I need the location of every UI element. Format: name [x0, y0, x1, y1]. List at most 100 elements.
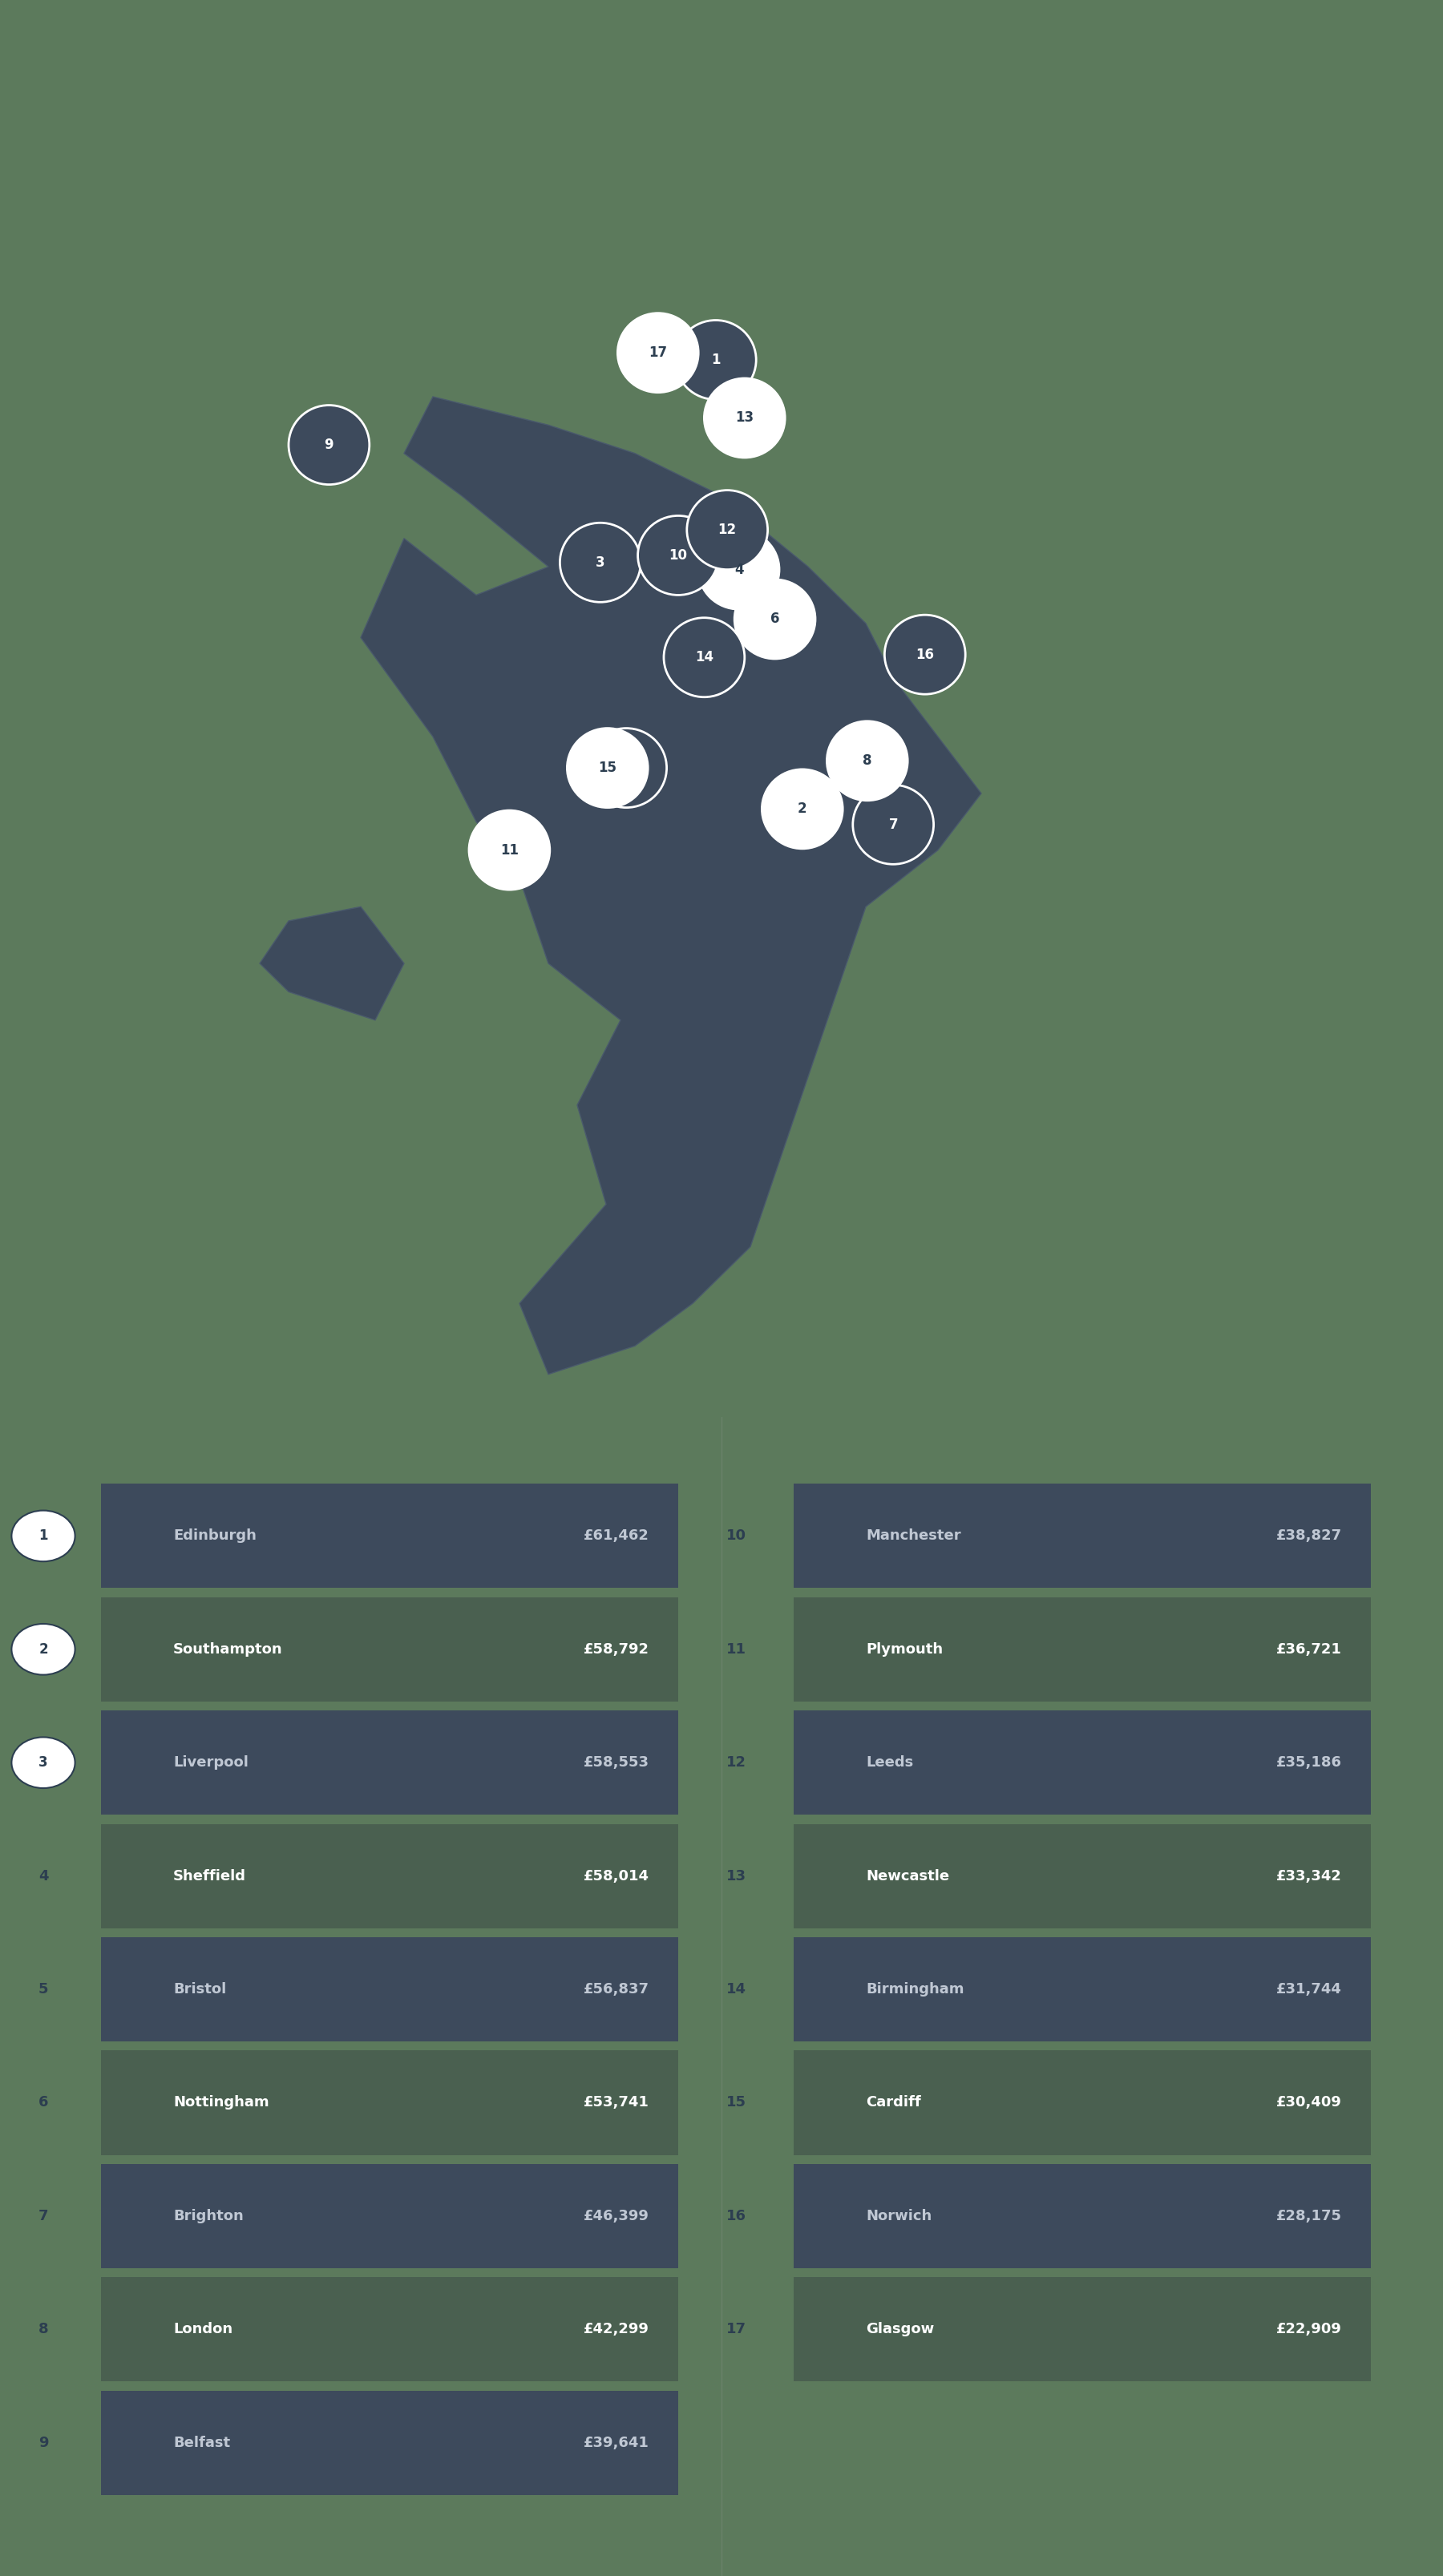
FancyBboxPatch shape: [101, 1710, 678, 1816]
Text: £53,741: £53,741: [584, 2094, 649, 2110]
Text: Manchester: Manchester: [866, 1528, 961, 1543]
Text: 15: 15: [599, 760, 616, 775]
Text: Sheffield: Sheffield: [173, 1868, 247, 1883]
Text: 13: 13: [726, 1868, 746, 1883]
Text: Newcastle: Newcastle: [866, 1868, 949, 1883]
FancyBboxPatch shape: [794, 1937, 1371, 2043]
Text: 17: 17: [726, 2321, 746, 2336]
Text: Birmingham: Birmingham: [866, 1981, 964, 1996]
Circle shape: [638, 515, 719, 595]
Text: 17: 17: [649, 345, 667, 361]
Text: 4: 4: [734, 562, 743, 577]
FancyBboxPatch shape: [794, 2050, 1371, 2154]
Polygon shape: [361, 397, 981, 1376]
Text: 13: 13: [736, 410, 753, 425]
Text: 8: 8: [38, 2321, 49, 2336]
Text: 2: 2: [39, 1641, 48, 1656]
Text: 15: 15: [726, 2094, 746, 2110]
Text: £58,792: £58,792: [583, 1641, 649, 1656]
Text: 3: 3: [596, 556, 605, 569]
FancyBboxPatch shape: [794, 2164, 1371, 2269]
Text: £46,399: £46,399: [584, 2208, 649, 2223]
Circle shape: [567, 729, 648, 809]
Text: £30,409: £30,409: [1277, 2094, 1342, 2110]
Text: 11: 11: [726, 1641, 746, 1656]
Text: 5: 5: [39, 1981, 48, 1996]
Text: £39,641: £39,641: [584, 2434, 649, 2450]
Text: £58,553: £58,553: [583, 1754, 649, 1770]
Circle shape: [885, 616, 965, 696]
Text: Glasgow: Glasgow: [866, 2321, 934, 2336]
Text: £36,721: £36,721: [1277, 1641, 1342, 1656]
Text: 12: 12: [726, 1754, 746, 1770]
Text: 14: 14: [726, 1981, 746, 1996]
Circle shape: [469, 811, 550, 889]
Text: 2: 2: [798, 801, 807, 817]
Text: £58,014: £58,014: [583, 1868, 649, 1883]
Text: Nottingham: Nottingham: [173, 2094, 268, 2110]
Text: 7: 7: [889, 817, 898, 832]
Circle shape: [853, 786, 934, 866]
Text: Liverpool: Liverpool: [173, 1754, 248, 1770]
Text: 9: 9: [325, 438, 333, 453]
Circle shape: [12, 1736, 75, 1788]
FancyBboxPatch shape: [101, 2277, 678, 2383]
Text: Norwich: Norwich: [866, 2208, 932, 2223]
Text: 8: 8: [863, 755, 872, 768]
FancyBboxPatch shape: [101, 1824, 678, 1927]
Text: 1: 1: [711, 353, 720, 368]
Text: 3: 3: [39, 1754, 48, 1770]
Text: London: London: [173, 2321, 232, 2336]
FancyBboxPatch shape: [101, 1937, 678, 2043]
Polygon shape: [260, 907, 404, 1020]
FancyBboxPatch shape: [794, 1710, 1371, 1816]
Text: 1: 1: [39, 1528, 48, 1543]
Text: Leeds: Leeds: [866, 1754, 913, 1770]
FancyBboxPatch shape: [101, 1597, 678, 1700]
Circle shape: [762, 770, 843, 848]
FancyBboxPatch shape: [794, 1484, 1371, 1587]
Text: 16: 16: [726, 2208, 746, 2223]
Text: 2: 2: [39, 1641, 48, 1656]
Text: 9: 9: [39, 2434, 48, 2450]
FancyBboxPatch shape: [101, 1484, 678, 1587]
FancyBboxPatch shape: [101, 2391, 678, 2494]
Text: Cardiff: Cardiff: [866, 2094, 921, 2110]
Circle shape: [560, 523, 641, 603]
FancyBboxPatch shape: [794, 1597, 1371, 1700]
Text: 6: 6: [39, 2094, 48, 2110]
Text: 11: 11: [501, 842, 518, 858]
FancyBboxPatch shape: [101, 2050, 678, 2154]
Circle shape: [289, 404, 369, 484]
Circle shape: [698, 531, 779, 611]
Circle shape: [586, 729, 667, 809]
Text: 12: 12: [719, 523, 736, 538]
Text: Southampton: Southampton: [173, 1641, 283, 1656]
Circle shape: [734, 580, 815, 659]
Circle shape: [618, 314, 698, 392]
Text: 10: 10: [726, 1528, 746, 1543]
Text: £56,837: £56,837: [583, 1981, 649, 1996]
Text: £61,462: £61,462: [584, 1528, 649, 1543]
Text: 5: 5: [622, 760, 631, 775]
Text: 16: 16: [916, 647, 934, 662]
Circle shape: [12, 1510, 75, 1561]
Circle shape: [12, 1623, 75, 1674]
Circle shape: [827, 721, 908, 801]
FancyBboxPatch shape: [794, 1824, 1371, 1927]
Text: 3: 3: [39, 1754, 48, 1770]
Text: Bristol: Bristol: [173, 1981, 227, 1996]
Text: £31,744: £31,744: [1277, 1981, 1342, 1996]
Text: £33,342: £33,342: [1277, 1868, 1342, 1883]
Text: Belfast: Belfast: [173, 2434, 231, 2450]
Circle shape: [675, 319, 756, 399]
Text: 1: 1: [39, 1528, 48, 1543]
Text: Brighton: Brighton: [173, 2208, 244, 2223]
Text: Plymouth: Plymouth: [866, 1641, 942, 1656]
Text: £22,909: £22,909: [1277, 2321, 1342, 2336]
FancyBboxPatch shape: [101, 2164, 678, 2269]
Text: 7: 7: [39, 2208, 48, 2223]
Text: £38,827: £38,827: [1276, 1528, 1342, 1543]
Text: £28,175: £28,175: [1276, 2208, 1342, 2223]
Text: 6: 6: [771, 613, 779, 626]
